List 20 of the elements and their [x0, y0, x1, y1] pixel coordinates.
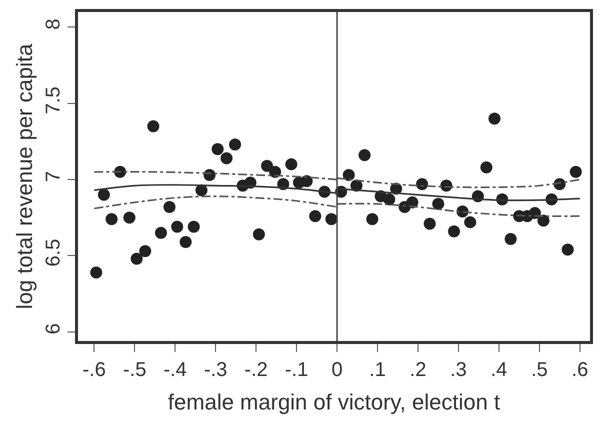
x-tick-label: -.5: [122, 358, 146, 381]
y-tick-label: 8: [42, 18, 64, 30]
x-tick-label: .5: [531, 358, 548, 381]
x-tick-label: .3: [450, 358, 467, 381]
x-tick-label: -.1: [284, 358, 308, 381]
y-tick-label: 7.5: [42, 86, 64, 114]
x-tick-label: .1: [369, 358, 386, 381]
x-tick-label: .6: [572, 358, 588, 381]
y-tick-label: 6.5: [42, 238, 64, 267]
x-tick-label: 0: [331, 358, 343, 381]
y-tick-label: 7: [42, 170, 64, 182]
x-tick-label: -.3: [204, 358, 228, 381]
y-axis-title: log total revenue per capita: [12, 43, 38, 310]
x-tick-label: .4: [490, 358, 508, 381]
x-axis-title: female margin of victory, election t: [168, 390, 500, 415]
x-tick-label: -.2: [244, 358, 268, 381]
x-tick-label: .2: [410, 358, 426, 381]
x-tick-label: -.6: [82, 358, 106, 381]
y-tick-label: 6: [42, 323, 64, 334]
x-tick-label: -.4: [163, 358, 187, 381]
